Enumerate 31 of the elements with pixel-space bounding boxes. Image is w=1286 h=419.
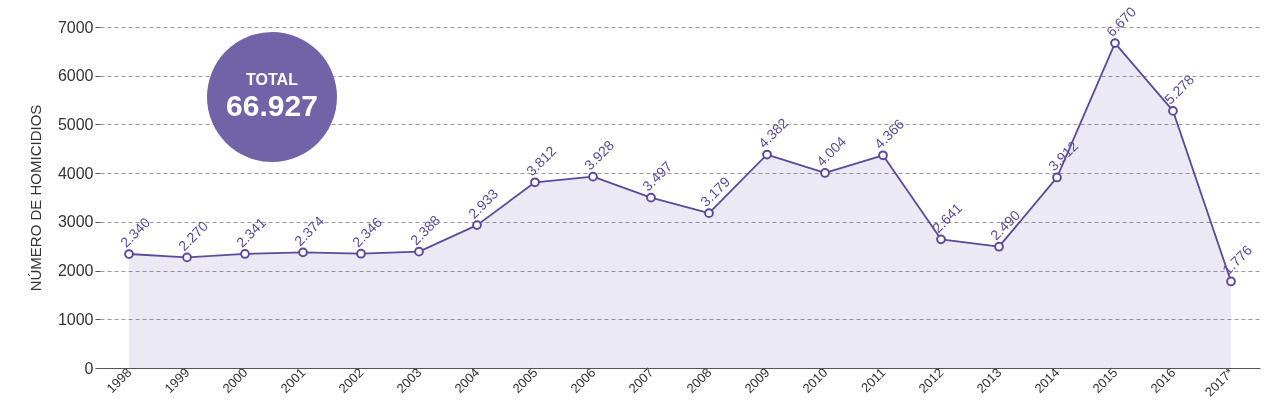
point bbox=[298, 247, 308, 258]
point bbox=[240, 249, 250, 259]
y-tick-label: 3000 bbox=[57, 213, 94, 231]
y-tick-label: 0 bbox=[84, 359, 94, 377]
point bbox=[182, 252, 192, 263]
point bbox=[994, 241, 1004, 252]
y-tick-label: 7000 bbox=[57, 18, 94, 36]
point bbox=[1168, 106, 1178, 116]
point bbox=[878, 150, 888, 161]
point bbox=[356, 248, 366, 259]
y-tick-label: 2000 bbox=[57, 262, 94, 280]
point bbox=[1052, 172, 1062, 183]
point bbox=[762, 149, 772, 160]
point bbox=[472, 220, 482, 230]
point bbox=[1226, 276, 1236, 287]
point bbox=[530, 177, 540, 188]
y-axis-title: NÚMERO DE HOMICIDIOS bbox=[26, 104, 44, 292]
annotation: TOTAL bbox=[246, 71, 298, 89]
annotation: 66.927 bbox=[226, 89, 318, 123]
y-tick-label: 1000 bbox=[57, 310, 94, 328]
point bbox=[124, 249, 134, 259]
y-tick-label: 6000 bbox=[57, 67, 94, 85]
point bbox=[820, 168, 830, 178]
point bbox=[414, 246, 424, 257]
point bbox=[588, 171, 598, 182]
point bbox=[646, 192, 656, 203]
y-tick-label: 5000 bbox=[57, 115, 94, 133]
point bbox=[936, 234, 946, 245]
point bbox=[704, 208, 714, 218]
point bbox=[1110, 38, 1120, 48]
y-tick-label: 4000 bbox=[57, 164, 94, 182]
